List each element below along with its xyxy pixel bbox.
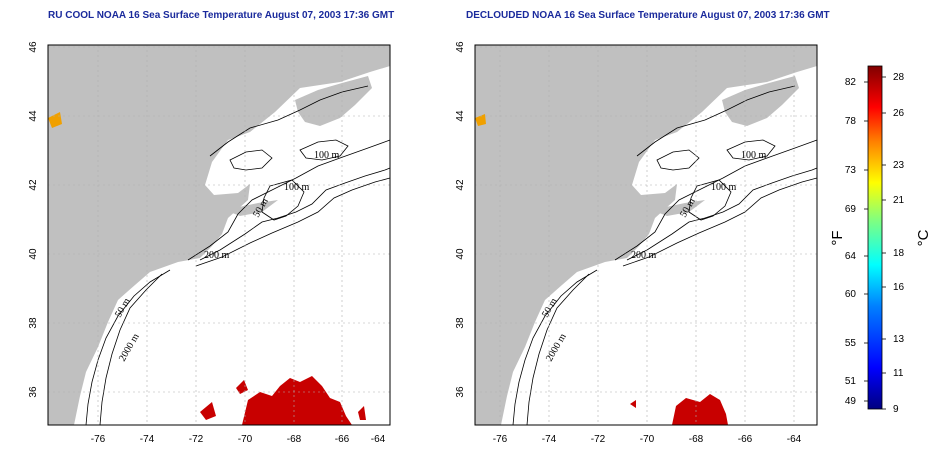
colorbar-c-ticks: [882, 76, 886, 410]
colorbar-f-label: 69: [845, 204, 857, 215]
right-lon-tick: -68: [689, 434, 704, 445]
colorbar-f-label: 73: [845, 165, 857, 176]
left-lon-tick: -70: [238, 434, 253, 445]
right-label-100m-a: 100 m: [741, 150, 767, 161]
colorbar-c-label: 28: [893, 72, 905, 83]
colorbar-c-label: 21: [893, 195, 905, 206]
right-label-200m: 200 m: [631, 250, 657, 261]
right-lat-tick: 38: [455, 317, 466, 329]
colorbar-f-ticks: [864, 81, 868, 402]
left-map-panel: 100 m 100 m 50 m 200 m 50 m 2000 m -76 -…: [28, 41, 391, 445]
colorbar-gradient: [867, 65, 883, 410]
left-label-200m: 200 m: [204, 250, 230, 261]
left-lat-tick: 38: [28, 317, 39, 329]
colorbar: 82 78 73 69 64 60 55 51 49 28 26 23 21 1…: [829, 65, 932, 415]
right-lon-tick: -76: [493, 434, 508, 445]
right-lon-tick: -66: [738, 434, 753, 445]
right-label-100m-b: 100 m: [711, 182, 737, 193]
left-lat-tick: 44: [28, 110, 39, 122]
right-lon-tick: -70: [640, 434, 655, 445]
right-bathymetry-contours: [512, 85, 818, 426]
colorbar-c-label: 9: [893, 404, 899, 415]
left-lon-tick: -68: [287, 434, 302, 445]
colorbar-f-label: 51: [845, 376, 857, 387]
colorbar-c-label: 13: [893, 334, 905, 345]
colorbar-c-label: 18: [893, 248, 905, 259]
colorbar-c-label: 11: [893, 368, 904, 379]
colorbar-f-label: 49: [845, 396, 857, 407]
left-lon-tick: -64: [371, 434, 386, 445]
right-landmass: [475, 45, 817, 425]
colorbar-c-label: 16: [893, 282, 905, 293]
right-lat-tick: 40: [455, 248, 466, 260]
colorbar-f-label: 55: [845, 338, 857, 349]
colorbar-c-labels: 28 26 23 21 18 16 13 11 9: [893, 72, 905, 415]
left-lon-tick: -72: [189, 434, 204, 445]
colorbar-f-labels: 82 78 73 69 64 60 55 51 49: [845, 77, 857, 407]
right-panel-title: DECLOUDED NOAA 16 Sea Surface Temperatur…: [466, 10, 830, 21]
left-lat-ticks: 46 44 42 40 38 36: [28, 41, 39, 398]
left-sst-patches: [48, 112, 366, 425]
colorbar-celsius-unit: °C: [915, 229, 932, 246]
left-label-100m-a: 100 m: [314, 150, 340, 161]
right-map-frame: [474, 44, 818, 426]
right-lon-tick: -72: [591, 434, 606, 445]
right-lon-tick: -74: [542, 434, 557, 445]
right-lon-ticks: -76 -74 -72 -70 -68 -66 -64: [493, 434, 802, 445]
right-lat-tick: 42: [455, 179, 466, 191]
colorbar-c-label: 26: [893, 108, 905, 119]
left-lon-ticks: -76 -74 -72 -70 -68 -66 -64: [91, 434, 386, 445]
left-gridlines: [48, 45, 390, 425]
right-lat-tick: 44: [455, 110, 466, 122]
left-panel-title: RU COOL NOAA 16 Sea Surface Temperature …: [48, 10, 395, 21]
left-bathymetry-contours: [85, 85, 391, 426]
right-lat-tick: 36: [455, 386, 466, 398]
left-lon-tick: -76: [91, 434, 106, 445]
left-lat-tick: 42: [28, 179, 39, 191]
left-label-100m-b: 100 m: [284, 182, 310, 193]
left-lat-tick: 40: [28, 248, 39, 260]
left-landmass: [48, 45, 390, 425]
left-lat-tick: 36: [28, 386, 39, 398]
colorbar-fahrenheit-unit: °F: [829, 230, 846, 245]
left-map-frame: [47, 44, 391, 426]
right-gridlines: [475, 45, 817, 425]
right-sst-patches: [475, 114, 728, 425]
colorbar-c-label: 23: [893, 160, 905, 171]
colorbar-f-label: 60: [845, 289, 857, 300]
colorbar-f-label: 82: [845, 77, 857, 88]
colorbar-f-label: 78: [845, 116, 857, 127]
left-lon-tick: -74: [140, 434, 155, 445]
left-lon-tick: -66: [335, 434, 350, 445]
left-lat-tick: 46: [28, 41, 39, 53]
right-map-panel: 100 m 100 m 50 m 200 m 50 m 2000 m -76 -…: [455, 41, 818, 445]
right-lat-ticks: 46 44 42 40 38 36: [455, 41, 466, 398]
right-lat-tick: 46: [455, 41, 466, 53]
colorbar-f-label: 64: [845, 251, 857, 262]
right-lon-tick: -64: [787, 434, 802, 445]
